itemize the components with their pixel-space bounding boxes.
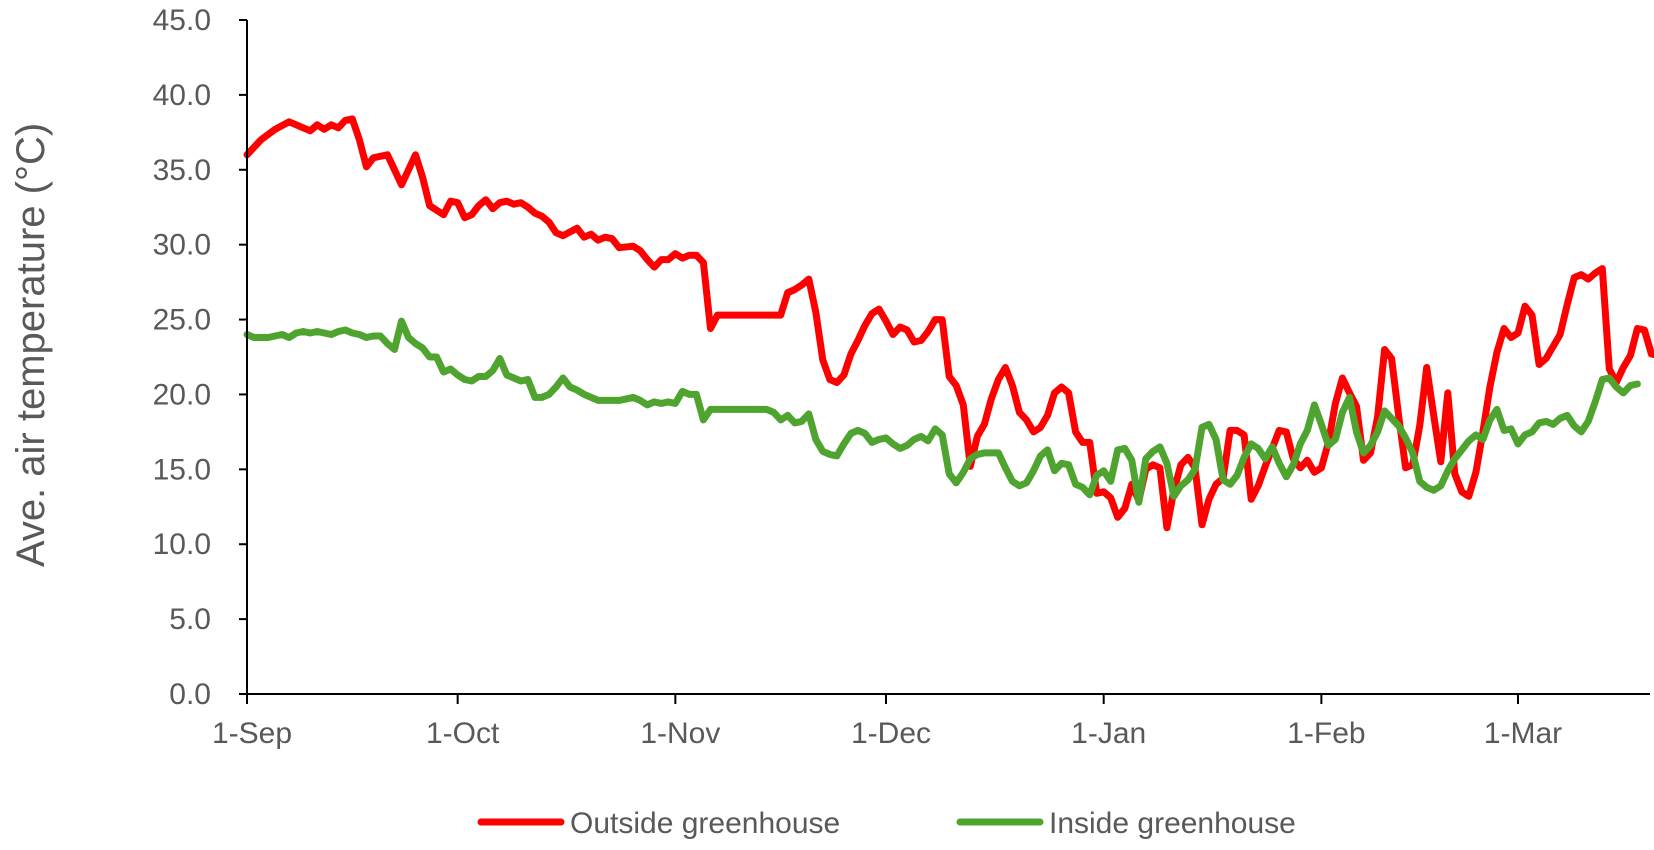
series-line-outside-greenhouse bbox=[243, 115, 1654, 532]
y-tick-label: 45.0 bbox=[153, 4, 211, 37]
legend-label: Outside greenhouse bbox=[570, 807, 840, 840]
y-tick-label: 5.0 bbox=[169, 603, 211, 636]
y-axis-title: Ave. air temperature (°C) bbox=[9, 123, 53, 567]
x-tick-label: 1-Mar bbox=[1484, 717, 1562, 750]
x-tick-label: 1-Dec bbox=[851, 717, 931, 750]
y-tick-label: 30.0 bbox=[153, 229, 211, 262]
x-tick-label: 1-Jan bbox=[1071, 717, 1146, 750]
x-tick-label: 1-Nov bbox=[640, 717, 720, 750]
y-tick-label: 10.0 bbox=[153, 528, 211, 561]
y-tick-label: 15.0 bbox=[153, 453, 211, 486]
x-tick-label: 1-Feb bbox=[1287, 717, 1365, 750]
series-layer bbox=[243, 115, 1654, 532]
legend-label: Inside greenhouse bbox=[1049, 807, 1296, 840]
series-line-inside-greenhouse bbox=[243, 317, 1641, 506]
x-axis-ticks: 1-Sep 1-Oct 1-Nov 1-Dec 1-Jan 1-Feb 1-Mar bbox=[212, 694, 1562, 750]
legend: Outside greenhouse Inside greenhouse bbox=[477, 807, 1296, 840]
y-tick-label: 25.0 bbox=[153, 304, 211, 337]
x-tick-label: 1-Oct bbox=[426, 717, 500, 750]
y-tick-label: 40.0 bbox=[153, 79, 211, 112]
x-tick-label: 1-Sep bbox=[212, 717, 292, 750]
y-tick-label: 20.0 bbox=[153, 378, 211, 411]
y-axis-ticks: 0.0 5.0 10.0 15.0 20.0 25.0 30.0 35.0 40.0 45.0 bbox=[153, 4, 247, 711]
y-tick-label: 0.0 bbox=[169, 678, 211, 711]
y-tick-label: 35.0 bbox=[153, 154, 211, 187]
